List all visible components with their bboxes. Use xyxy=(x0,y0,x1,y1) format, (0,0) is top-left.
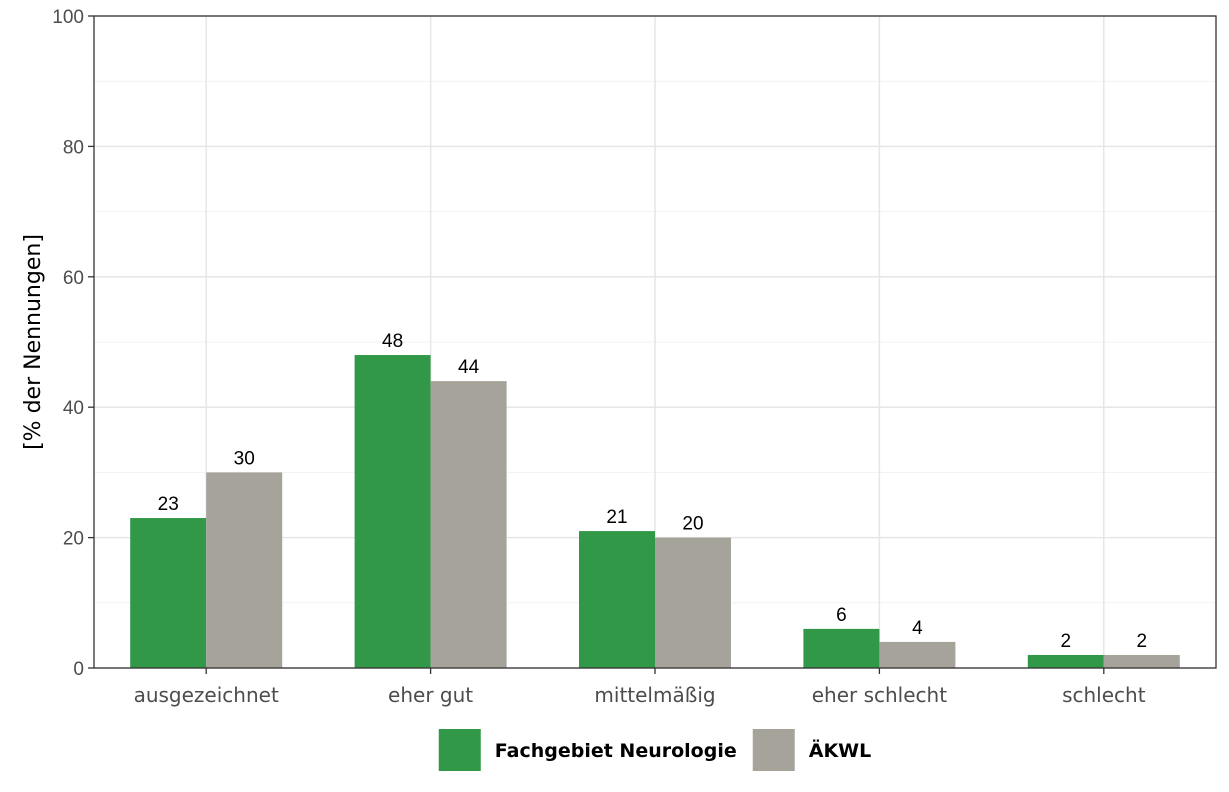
data-label: 2 xyxy=(1061,631,1072,652)
axes: 0 20 40 60 80 100 ausgezeichnet eher gut mittelm… xyxy=(52,7,1145,707)
x-tick-label: schlecht xyxy=(1062,683,1146,707)
data-label: 6 xyxy=(836,605,847,626)
legend-item: ÄKWL xyxy=(752,729,872,771)
bar xyxy=(206,472,283,668)
bar xyxy=(354,355,431,668)
x-tick-label: mittelmäßig xyxy=(594,683,715,707)
data-label: 2 xyxy=(1137,631,1148,652)
bar xyxy=(430,381,507,668)
bar xyxy=(130,518,207,668)
bar xyxy=(879,641,956,668)
y-tick-label: 0 xyxy=(73,659,84,680)
data-label: 44 xyxy=(458,357,480,378)
x-tick-label: eher schlecht xyxy=(812,683,947,707)
y-tick-label: 80 xyxy=(63,137,84,158)
bar xyxy=(579,531,655,668)
data-label: 21 xyxy=(606,507,627,528)
bars xyxy=(130,355,1180,668)
legend-label: ÄKWL xyxy=(809,738,872,762)
data-label: 4 xyxy=(912,618,923,639)
y-tick-label: 40 xyxy=(63,398,84,419)
x-tick-label: ausgezeichnet xyxy=(134,683,279,707)
bar xyxy=(655,537,731,668)
bar xyxy=(1027,654,1104,668)
legend-swatch xyxy=(752,729,795,771)
y-tick-label: 60 xyxy=(63,268,84,289)
data-label: 30 xyxy=(234,448,255,469)
data-labels: 23 48 21 6 2 30 44 20 4 2 xyxy=(158,331,1147,652)
bar xyxy=(1103,654,1180,668)
y-axis-title: [% der Nennungen] xyxy=(21,234,46,450)
data-label: 48 xyxy=(382,331,403,352)
data-label: 20 xyxy=(682,514,703,535)
x-tick-label: eher gut xyxy=(388,683,473,707)
y-tick-label: 100 xyxy=(52,7,84,28)
legend: Fachgebiet Neurologie ÄKWL xyxy=(438,729,872,771)
legend-swatch xyxy=(438,729,481,771)
legend-label: Fachgebiet Neurologie xyxy=(495,740,737,762)
bar xyxy=(803,628,880,668)
legend-item: Fachgebiet Neurologie xyxy=(438,729,737,771)
y-tick-label: 20 xyxy=(63,529,84,550)
data-label: 23 xyxy=(158,494,179,515)
